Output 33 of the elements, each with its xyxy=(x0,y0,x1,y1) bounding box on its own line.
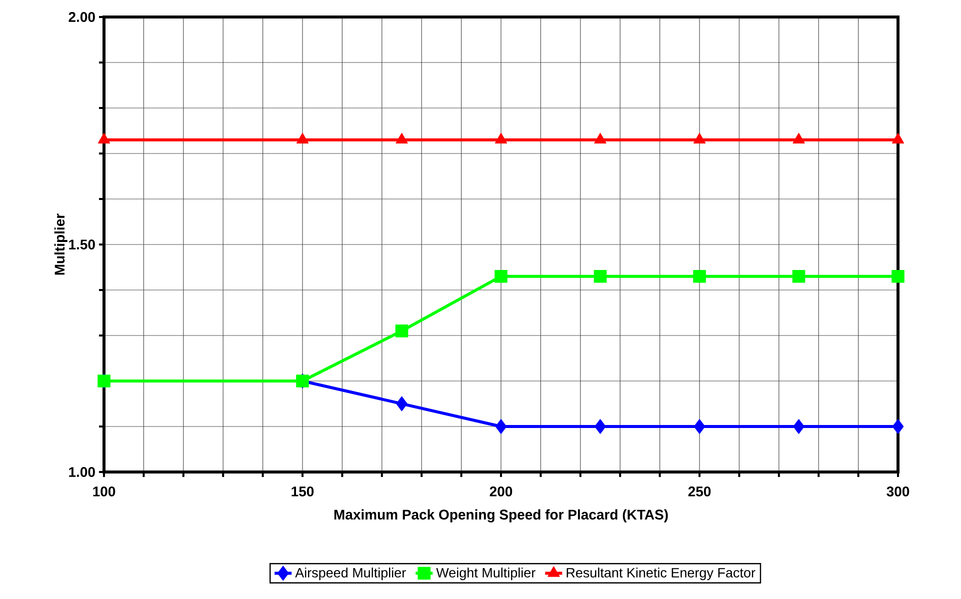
point xyxy=(892,132,904,144)
point xyxy=(892,419,904,434)
point xyxy=(495,419,507,434)
point xyxy=(98,132,110,144)
point xyxy=(693,270,706,283)
x-tick-label: 150 xyxy=(292,486,314,496)
y-tick-label: 1.00 xyxy=(69,467,95,477)
point xyxy=(694,419,706,434)
x-tick-label: 250 xyxy=(688,486,711,496)
y-tick-label: 2.00 xyxy=(68,12,95,22)
point xyxy=(892,270,904,283)
x-tick-label: 100 xyxy=(93,486,116,496)
x-tick-label: 200 xyxy=(490,486,512,496)
legend-label: Weight Multiplier xyxy=(436,568,536,580)
point xyxy=(793,419,804,434)
point xyxy=(494,132,508,144)
x-axis-title: Maximum Pack Opening Speed for Placard (KTAS) xyxy=(334,509,668,522)
point xyxy=(792,132,805,144)
point xyxy=(396,396,408,412)
legend-label: Airspeed Multiplier xyxy=(295,568,406,580)
point xyxy=(594,270,607,283)
point xyxy=(296,132,309,144)
x-tick-label: 300 xyxy=(886,486,910,496)
y-tick-label: 1.50 xyxy=(69,240,95,250)
point xyxy=(395,324,408,338)
legend-label: Resultant Kinetic Energy Factor xyxy=(566,568,756,580)
point xyxy=(396,132,408,144)
point xyxy=(594,132,606,144)
point xyxy=(594,419,606,434)
point xyxy=(693,132,706,144)
y-axis-title: Multiplier xyxy=(54,214,68,275)
point xyxy=(792,270,806,283)
point xyxy=(494,270,508,283)
